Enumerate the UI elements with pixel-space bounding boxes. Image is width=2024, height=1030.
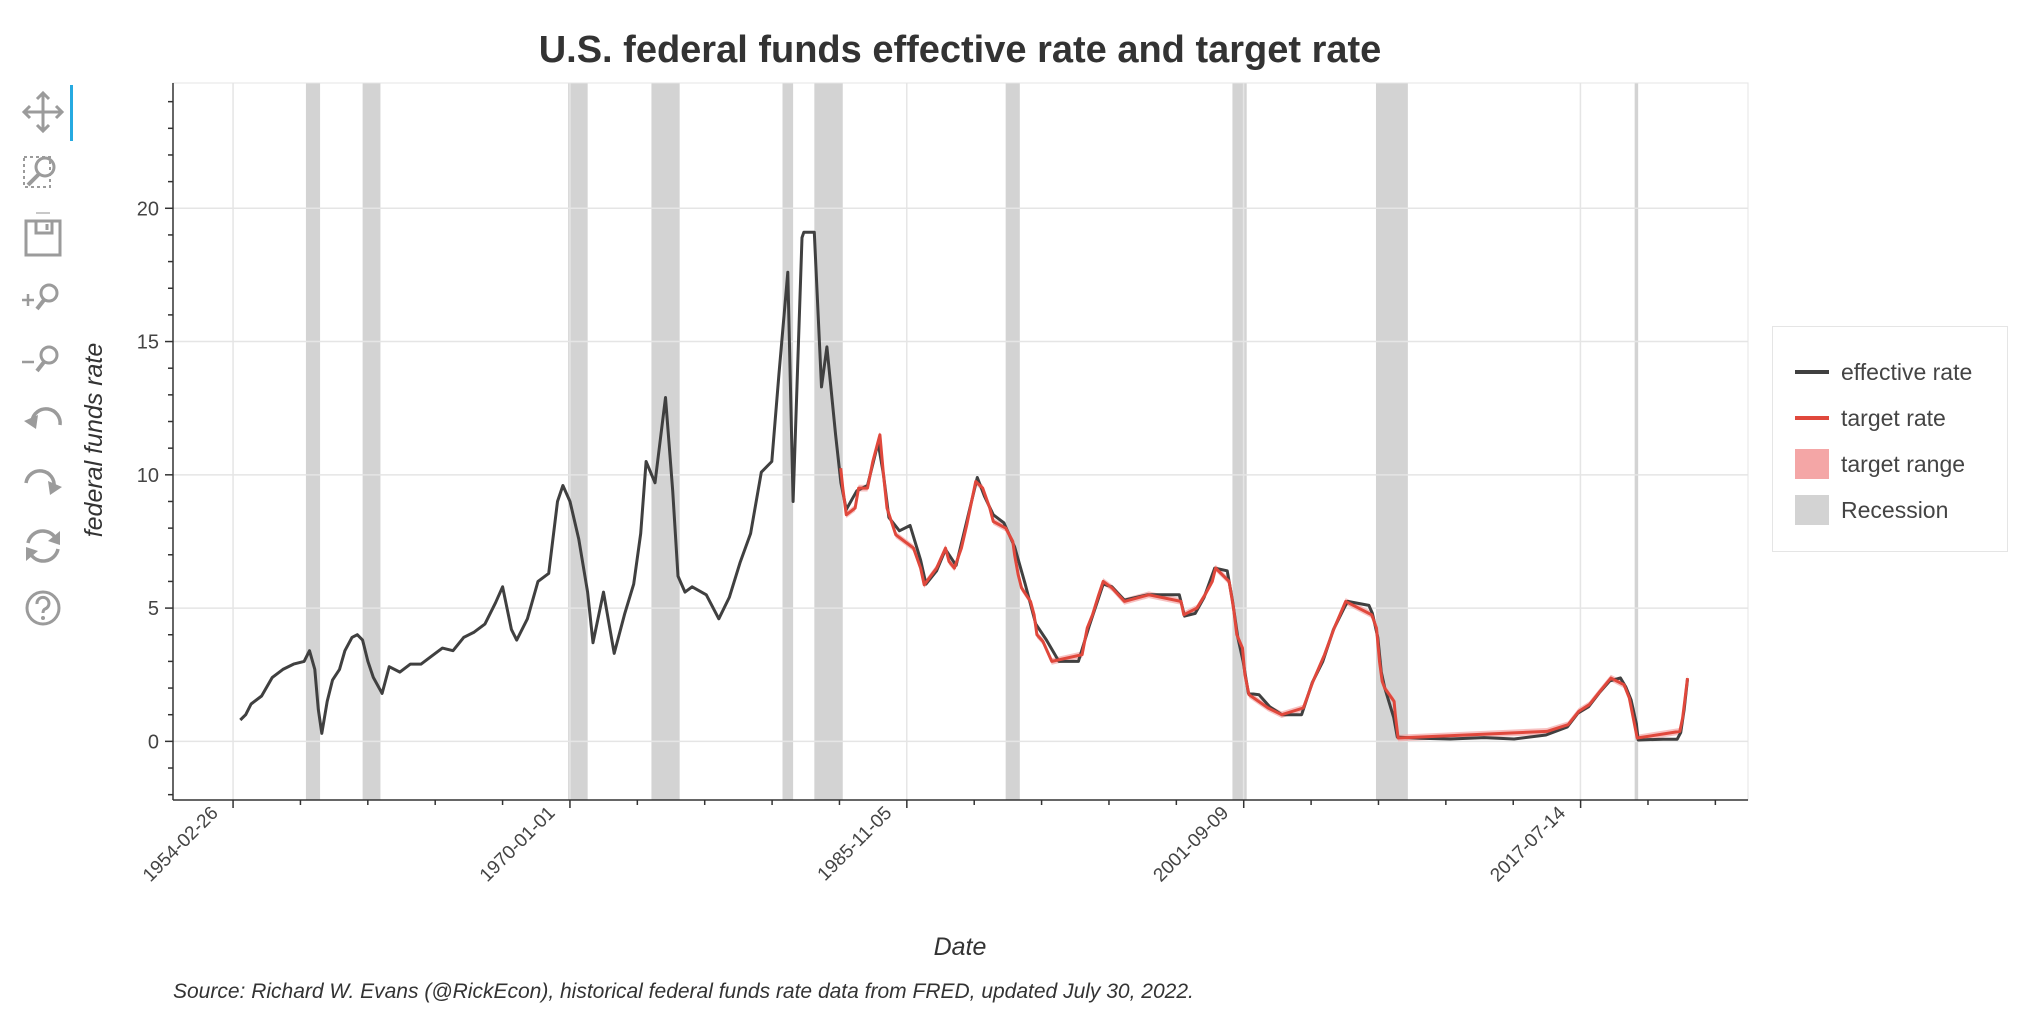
legend-item-effective-rate[interactable]: effective rate [1795,357,1972,387]
series-target-rate [839,433,1689,740]
y-tick-label: 0 [148,731,159,753]
plot-background [173,83,1748,800]
box-zoom-icon [23,156,56,188]
legend-label: effective rate [1841,358,1973,385]
recession-band [1005,83,1020,800]
zoom-in-icon [22,283,59,311]
legend-label: target rate [1841,404,1946,431]
x-tick-label: 2001-09-09 [1150,803,1234,887]
help-tool[interactable] [16,581,70,635]
active-tool-indicator [70,85,73,141]
save-icon [24,212,62,257]
legend-label: target range [1841,450,1966,477]
legend-swatch-recession [1795,495,1829,525]
recession-band [305,83,321,800]
x-tick-label: 1954-02-26 [139,803,223,887]
zoom-out-tool[interactable] [16,333,70,387]
redo-icon [24,469,62,495]
reset-icon [26,529,60,563]
legend-item-target-rate[interactable]: target rate [1795,403,1946,433]
y-tick-label: 10 [137,465,159,487]
chart-legend: effective rate target rate target range … [1772,326,2008,552]
legend-item-target-range[interactable]: target range [1795,449,1965,479]
pan-tool[interactable] [16,85,73,141]
zoom-out-icon [22,345,59,373]
y-tick-label: 20 [137,198,159,220]
reset-tool[interactable] [16,519,70,573]
recession-band [362,83,381,800]
recession-band [1634,83,1639,800]
recession-band [568,83,588,800]
x-axis-label: Date [934,933,987,961]
target-range-band [840,431,1688,742]
undo-icon [24,407,62,429]
y-tick-label: 5 [148,598,159,620]
help-icon [25,590,61,626]
plot-area[interactable] [172,82,1749,801]
recession-band [782,83,794,800]
legend-swatch-target-range [1795,449,1829,479]
recession-band [1375,83,1408,800]
recession-band [814,83,843,800]
save-tool[interactable] [16,209,70,263]
zoom-in-tool[interactable] [16,271,70,325]
x-tick-label: 1985-11-05 [814,803,897,886]
x-tick-label: 1970-01-01 [476,803,560,887]
legend-swatch-effective-rate [1795,357,1829,387]
legend-item-recession[interactable]: Recession [1795,495,1948,525]
legend-swatch-target-rate [1795,403,1829,433]
x-tick-label: 2017-07-14 [1486,802,1570,886]
y-axis-label: federal funds rate [80,343,108,538]
undo-tool[interactable] [16,395,70,449]
legend-label: Recession [1841,496,1949,523]
grid-lines [173,83,1748,800]
series-lines [239,230,1689,742]
y-tick-label: 15 [137,332,159,354]
recession-band [1232,83,1247,800]
source-note: Source: Richard W. Evans (@RickEcon), hi… [173,980,1194,1003]
pan-icon [21,90,65,134]
box-zoom-tool[interactable] [16,147,70,201]
recession-band [651,83,680,800]
chart-title: U.S. federal funds effective rate and ta… [539,29,1382,71]
redo-tool[interactable] [16,457,70,511]
